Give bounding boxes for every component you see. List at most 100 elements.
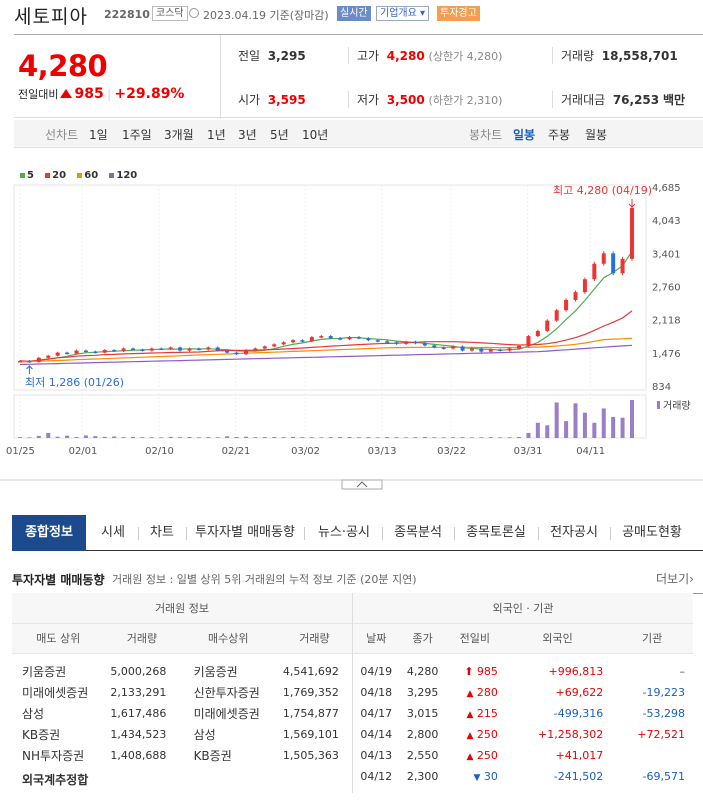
candle-body (262, 346, 267, 349)
x-tick-label: 03/13 (368, 446, 397, 457)
buy-volume: 1,505,363 (282, 749, 339, 762)
tab-chart[interactable]: 차트 (150, 525, 174, 540)
more-link[interactable]: 더보기› (656, 570, 694, 587)
tab-discussion[interactable]: 종목토론실 (466, 525, 526, 540)
period-1d[interactable]: 1일 (89, 128, 108, 142)
x-tick-label: 04/11 (576, 446, 605, 457)
tab-quote[interactable]: 시세 (101, 525, 125, 540)
candle-body (422, 343, 427, 346)
volume-bar (140, 437, 145, 438)
volume-bar (93, 436, 98, 438)
volume-bar (65, 435, 70, 438)
volume-bar (479, 437, 484, 438)
price-summary: 4,280 전일대비 985 | +29.89% 전일 3,295 고가 4,28… (14, 34, 703, 119)
up-triangle-icon: ▲ (466, 689, 474, 699)
ma60-legend: 60 (77, 170, 98, 181)
volume-bar (149, 437, 154, 438)
price-chart[interactable]: 4,685 4,043 3,401 2,760 2,118 1,476 834 01/25 02… (0, 160, 703, 495)
candle-body (55, 352, 60, 356)
realtime-button[interactable]: 실시간 (337, 6, 371, 21)
candle-body (27, 360, 32, 363)
candle-body (159, 348, 164, 350)
investor-section-title: 투자자별 매매동향 (12, 573, 105, 587)
candle-body (272, 344, 277, 347)
sell-volume: 2,133,291 (110, 686, 167, 699)
period-10y[interactable]: 10년 (302, 128, 329, 142)
candle-daily[interactable]: 일봉 (513, 128, 536, 142)
low-label: 저가 (357, 93, 380, 107)
ma120-legend: 120 (109, 170, 137, 181)
y-tick-label: 4,043 (652, 216, 681, 227)
candle-body (291, 340, 296, 343)
tab-disclosure[interactable]: 전자공시 (550, 525, 598, 540)
volume-bar (498, 437, 503, 438)
investment-warning-badge[interactable]: 투자경고 (437, 6, 480, 21)
high-value: 4,280 (386, 49, 425, 63)
volume-bar (432, 437, 437, 438)
candle-body (234, 352, 239, 355)
low-price: 저가 3,500 (하한가 2,310) (348, 91, 502, 108)
collapse-handle (341, 479, 383, 490)
candle-monthly[interactable]: 월봉 (585, 128, 608, 142)
fi-date: 04/12 (360, 770, 393, 783)
candle-body (507, 348, 512, 351)
volume-bar (178, 437, 183, 438)
buy-broker: KB증권 (193, 749, 232, 763)
candle-body (545, 320, 550, 331)
tab-short-selling[interactable]: 공매도현황 (622, 525, 682, 540)
fi-date: 04/14 (360, 728, 393, 741)
volume-bar (592, 422, 597, 438)
volume-bar (366, 437, 371, 438)
period-5y[interactable]: 5년 (270, 128, 289, 142)
tab-analysis[interactable]: 종목분석 (394, 525, 442, 540)
candle-weekly[interactable]: 주봉 (548, 128, 571, 142)
fi-diff: ▲ 250 (446, 745, 504, 766)
main-tabs: 종합정보 시세 차트 투자자별 매매동향 뉴스·공시 종목분석 종목토론실 전자… (12, 515, 703, 551)
tab-investor-trend[interactable]: 투자자별 매매동향 (195, 525, 295, 540)
candle-body (253, 348, 258, 351)
volume-bar (253, 437, 258, 438)
x-tick-label: 01/25 (6, 446, 35, 457)
tab-overview[interactable]: 종합정보 (12, 515, 86, 551)
period-1y[interactable]: 1년 (207, 128, 226, 142)
volume-bar (573, 403, 578, 438)
volume-bar (300, 437, 305, 438)
buy-vol-header: 거래량 (276, 623, 352, 654)
close-header: 종가 (399, 623, 446, 654)
max-arrow-icon (628, 199, 636, 208)
fi-close: 2,550 (406, 749, 439, 762)
volume-bar (554, 402, 559, 438)
candle-body (168, 347, 173, 350)
fi-diff: ▲ 250 (446, 724, 504, 745)
company-info-dropdown[interactable]: 기업개요 ▾ (376, 6, 430, 21)
fi-row: 04/17 3,015 ▲ 215 -499,316 -53,298 (353, 703, 693, 724)
candle-body (319, 336, 324, 338)
volume-bar (375, 437, 380, 438)
amount-value: 76,253 (612, 93, 660, 107)
candle-body (394, 342, 399, 344)
volume-bar (27, 437, 32, 438)
volume-bar (55, 436, 60, 438)
tab-news[interactable]: 뉴스·공시 (318, 525, 370, 540)
candle-body (460, 346, 465, 351)
fi-diff: ▲ 280 (446, 682, 504, 703)
candle-body (526, 336, 531, 346)
candle-body (366, 338, 371, 341)
volume-bar (630, 400, 634, 438)
volume-bar (469, 437, 474, 438)
volume-bar (291, 436, 296, 438)
fi-foreign: -241,502 (553, 770, 604, 783)
amount-unit: 백만 (662, 93, 686, 107)
period-1w[interactable]: 1주일 (122, 128, 152, 142)
x-tick-label: 03/22 (437, 446, 466, 457)
chevron-up-icon (356, 481, 368, 488)
candle-body (18, 360, 22, 363)
period-3m[interactable]: 3개월 (164, 128, 194, 142)
fi-foreign: -499,316 (553, 707, 604, 720)
candle-body (385, 341, 390, 343)
foreign-inst-table: 외국인 · 기관 날짜 종가 전일비 외국인 기관 04/19 4,280 ⬆ 985 +99… (353, 593, 693, 787)
sell-broker: 미래에셋증권 (22, 686, 89, 700)
fi-foreign: +996,813 (548, 665, 604, 678)
fi-date: 04/17 (360, 707, 393, 720)
period-3y[interactable]: 3년 (238, 128, 257, 142)
